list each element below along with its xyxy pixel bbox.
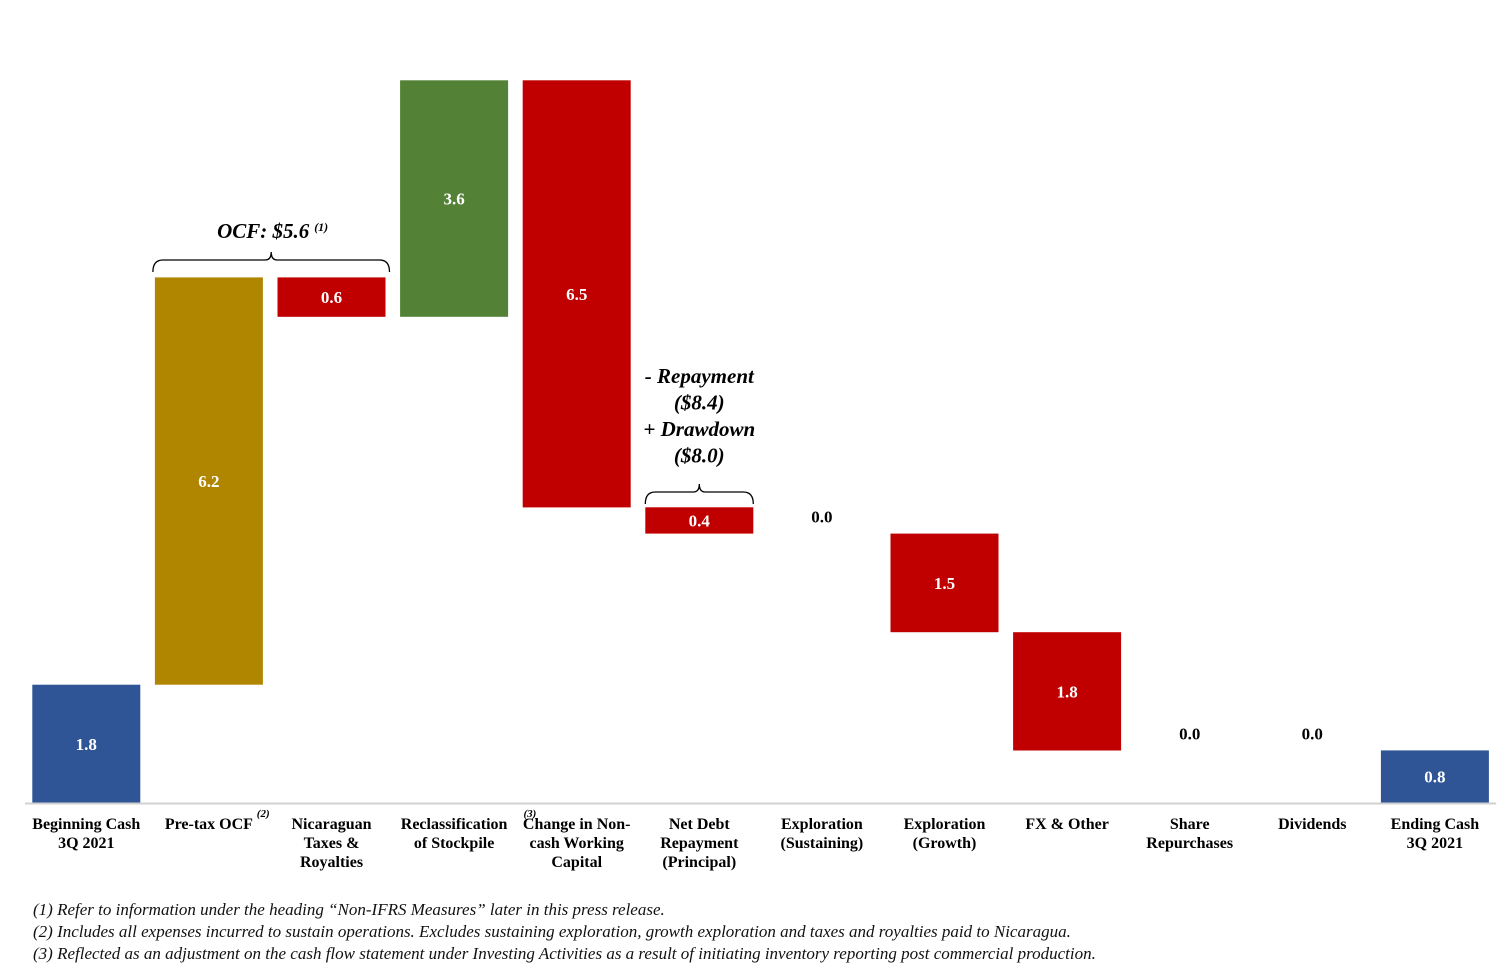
category-label-7: Exploration (Sustaining)	[781, 816, 864, 852]
debt-bracket	[644, 483, 754, 505]
category-label-3: Nicaraguan Taxes & Royalties	[292, 816, 372, 871]
bar-8	[890, 533, 999, 633]
data-label-5: 6.5	[566, 285, 587, 304]
category-label-6: Net Debt Repayment (Principal)	[660, 816, 739, 871]
category-label-8: Exploration (Growth)	[904, 816, 986, 852]
category-footnote-ref-2: (2)	[257, 808, 270, 820]
bar-5	[522, 80, 631, 508]
category-label-1: Beginning Cash 3Q 2021	[32, 816, 140, 852]
ocf-annotation: OCF: $5.6	[217, 219, 310, 243]
data-label-4: 3.6	[443, 190, 464, 209]
data-label-1: 1.8	[76, 735, 97, 754]
footnote-2: (2) Includes all expenses incurred to su…	[33, 922, 1071, 941]
data-label-8: 1.5	[934, 574, 955, 593]
footnote-3: (3) Reflected as an adjustment on the ca…	[33, 944, 1096, 963]
data-label-9: 1.8	[1056, 682, 1077, 701]
ocf-bracket	[152, 251, 391, 273]
data-label-6: 0.4	[689, 512, 711, 531]
debt-annotation: - Repayment ($8.4) + Drawdown ($8.0)	[643, 364, 755, 468]
data-label-2: 6.2	[198, 472, 219, 491]
data-label-3: 0.6	[321, 288, 342, 307]
bar-3	[277, 277, 386, 317]
bar-12	[1380, 750, 1489, 803]
data-label-10: 0.0	[1179, 724, 1200, 743]
data-label-12: 0.8	[1424, 768, 1445, 787]
data-label-11: 0.0	[1302, 724, 1323, 743]
ocf-annotation-footnote-ref: (1)	[314, 220, 328, 234]
category-footnote-ref-4: (3)	[523, 808, 536, 820]
footnotes: (1) Refer to information under the headi…	[33, 899, 1493, 965]
category-label-12: Ending Cash 3Q 2021	[1391, 816, 1480, 852]
category-label-10: Share Repurchases	[1146, 816, 1233, 852]
bar-1	[32, 684, 141, 803]
waterfall-chart: 1.8 6.2 0.6 3.6 6.5 0.4 0.0 1.5 1.8 0.0 0.0 0.8 Begi…	[25, 80, 1497, 871]
bar-9	[1013, 632, 1122, 751]
category-label-9: FX & Other	[1025, 816, 1109, 833]
data-label-7: 0.0	[811, 508, 832, 527]
bar-4	[400, 80, 509, 317]
category-label-5: Change in Non-cash Working Capital	[523, 816, 631, 871]
category-label-11: Dividends	[1278, 816, 1346, 833]
category-label-4: Reclassification of Stockpile	[401, 816, 508, 852]
category-label-2: Pre-tax OCF	[165, 816, 253, 833]
bar-6	[645, 507, 754, 534]
bar-2	[154, 277, 263, 685]
footnote-1: (1) Refer to information under the headi…	[33, 900, 665, 919]
